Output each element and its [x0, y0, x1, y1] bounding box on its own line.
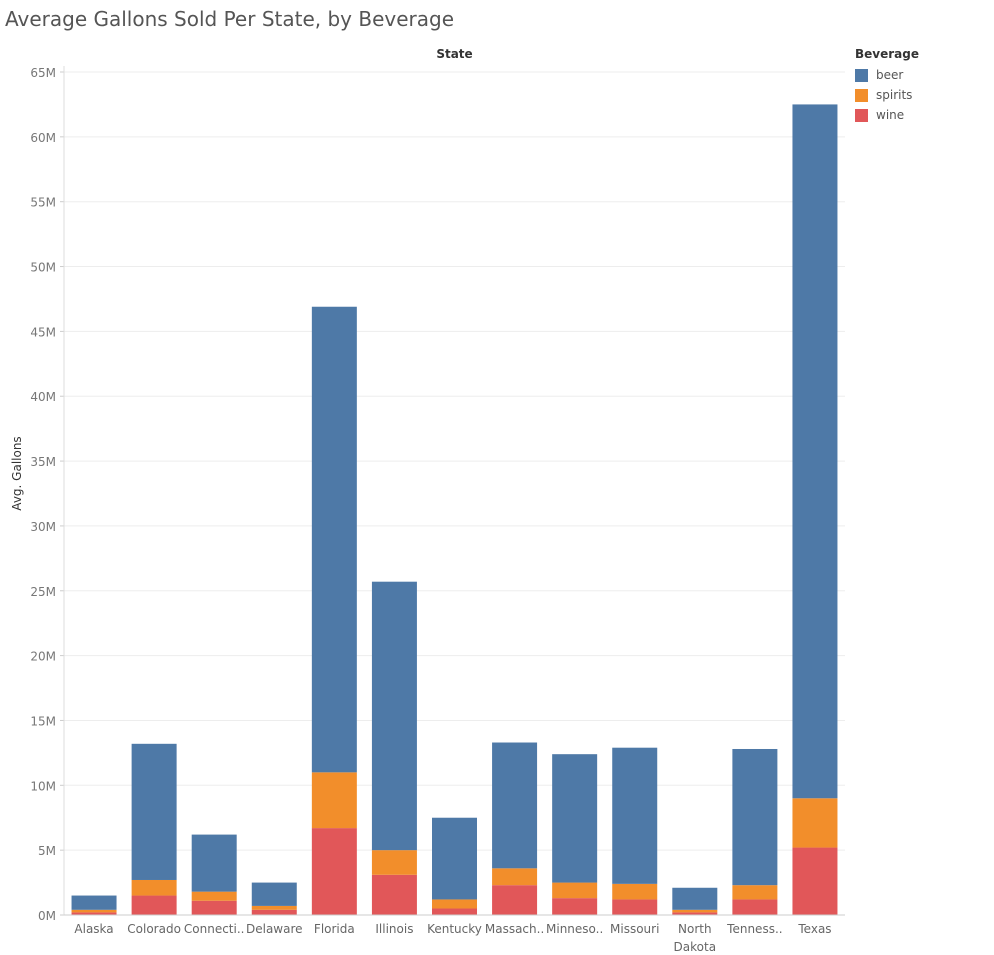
bar-segment-wine [191, 900, 237, 915]
y-tick-label: 55M [30, 196, 56, 210]
bar-segment-beer [432, 817, 477, 900]
bar-segment-spirits [371, 850, 417, 875]
bar-segment-beer [71, 895, 117, 910]
y-tick-label: 10M [30, 779, 56, 793]
bar-segment-wine [131, 895, 177, 915]
bar-segment-wine [371, 874, 417, 915]
x-tick-label: Dakota [674, 940, 717, 954]
bar-segment-beer [612, 747, 658, 884]
x-tick-label: Florida [314, 922, 355, 936]
x-tick-label: North [678, 922, 712, 936]
y-tick-label: 50M [30, 261, 56, 275]
bar-segment-beer [251, 882, 297, 906]
y-axis-title: Avg. Gallons [10, 436, 24, 510]
x-tick-label: Alaska [74, 922, 113, 936]
bar-segment-spirits [432, 899, 477, 909]
bar-segment-spirits [792, 798, 838, 848]
y-tick-label: 35M [30, 455, 56, 469]
bar-segment-beer [492, 742, 538, 869]
bar-segment-beer [191, 834, 237, 892]
legend-label-wine: wine [876, 108, 905, 122]
bar-segment-wine [432, 908, 477, 915]
bar-segment-wine [552, 898, 598, 915]
bar-segment-beer [672, 887, 718, 910]
legend-title: Beverage [855, 47, 919, 61]
x-tick-label: Colorado [127, 922, 181, 936]
y-tick-label: 60M [30, 131, 56, 145]
x-tick-label: Texas [797, 922, 831, 936]
y-tick-label: 0M [38, 909, 56, 923]
x-tick-label: Connecti.. [184, 922, 245, 936]
bar-segment-spirits [191, 891, 237, 901]
y-tick-label: 65M [30, 66, 56, 80]
x-tick-label: Massach.. [485, 922, 544, 936]
chart-title: Average Gallons Sold Per State, by Bever… [5, 7, 455, 31]
bar-segment-wine [251, 909, 297, 915]
bar-segment-beer [311, 306, 357, 773]
bar-segment-spirits [552, 882, 598, 899]
bar-segment-beer [131, 743, 177, 880]
bar-segment-beer [371, 581, 417, 851]
legend-item-spirits[interactable]: spirits [855, 85, 919, 105]
y-tick-label: 45M [30, 325, 56, 339]
bar-segment-spirits [732, 885, 778, 900]
bar-segment-beer [552, 754, 598, 883]
bar-segment-wine [732, 899, 778, 915]
legend-label-beer: beer [876, 68, 904, 82]
bar-segment-beer [732, 748, 778, 886]
bar-segment-beer [792, 104, 838, 799]
x-tick-label: Minneso.. [546, 922, 603, 936]
bar-segment-spirits [672, 909, 718, 913]
legend-item-beer[interactable]: beer [855, 65, 919, 85]
y-tick-label: 5M [38, 844, 56, 858]
bar-segment-wine [612, 899, 658, 915]
y-tick-label: 30M [30, 520, 56, 534]
legend: Beverage beer spirits wine [855, 47, 919, 125]
bar-segment-wine [311, 828, 357, 915]
legend-label-spirits: spirits [876, 88, 913, 102]
y-tick-label: 15M [30, 714, 56, 728]
column-header: State [436, 47, 472, 61]
y-tick-label: 25M [30, 585, 56, 599]
bar-segment-wine [492, 885, 538, 915]
x-tick-label: Illinois [375, 922, 413, 936]
bar-segment-spirits [251, 905, 297, 910]
bar-segment-wine [71, 912, 117, 915]
bar-segment-spirits [71, 909, 117, 913]
x-tick-label: Delaware [246, 922, 303, 936]
legend-swatch-spirits [855, 88, 868, 102]
legend-swatch-beer [855, 68, 868, 82]
bar-segment-spirits [311, 772, 357, 829]
legend-swatch-wine [855, 108, 868, 122]
legend-item-wine[interactable]: wine [855, 105, 919, 125]
x-tick-label: Kentucky [427, 922, 482, 936]
bar-segment-wine [672, 912, 718, 915]
y-tick-label: 20M [30, 650, 56, 664]
y-tick-label: 40M [30, 390, 56, 404]
bar-segment-wine [792, 847, 838, 915]
bar-segment-spirits [131, 879, 177, 896]
x-tick-label: Tenness.. [726, 922, 782, 936]
x-tick-label: Missouri [610, 922, 659, 936]
bar-segment-spirits [612, 883, 658, 900]
bar-segment-spirits [492, 868, 538, 886]
